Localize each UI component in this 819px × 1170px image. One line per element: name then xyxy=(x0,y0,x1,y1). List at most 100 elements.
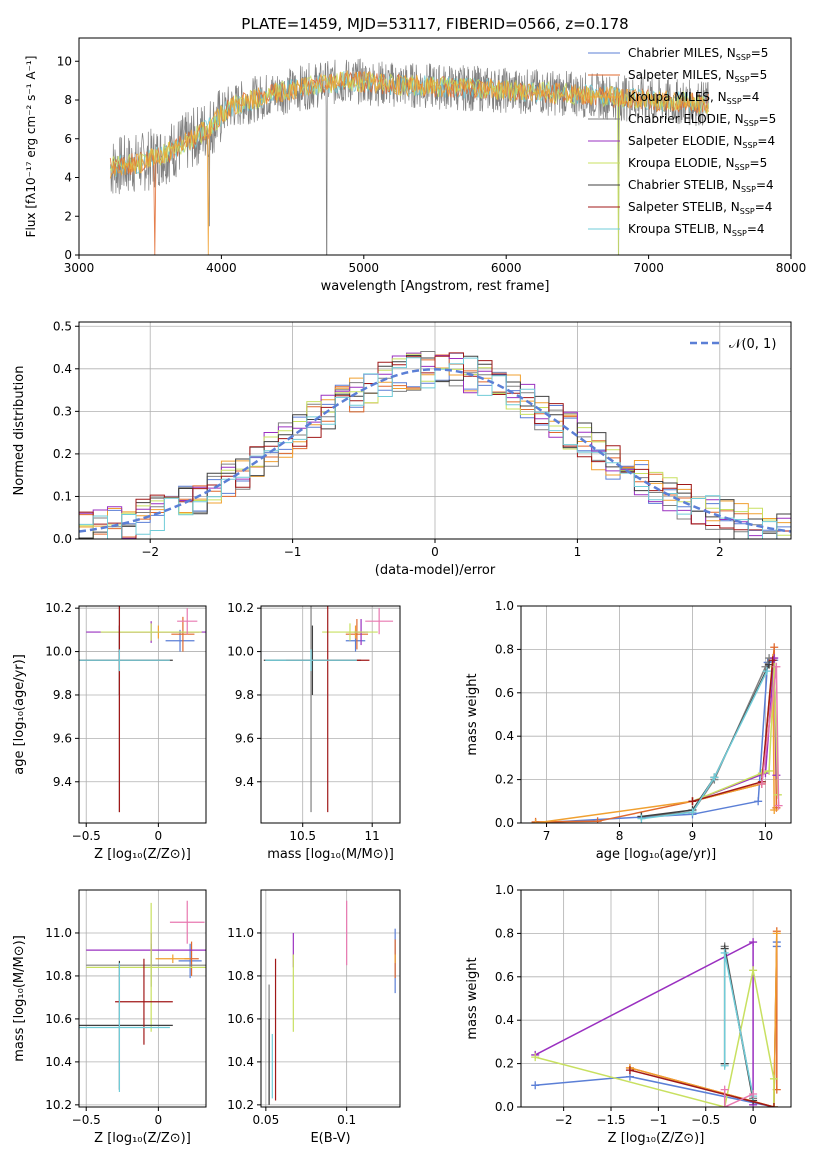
y-tick-label: 0.8 xyxy=(495,926,514,940)
errorbar-point-kroupa-stelib xyxy=(79,963,170,1092)
legend-label-value: =5 xyxy=(750,68,768,82)
series-marker-pink xyxy=(774,801,783,810)
figure-title: PLATE=1459, MJD=53117, FIBERID=0566, z=0… xyxy=(241,15,628,33)
y-tick-label: 0.1 xyxy=(53,489,72,503)
series-line-kroupa-stelib xyxy=(723,952,754,1097)
chart-age-vs-mass: 10.5 11 9.4 9.6 9.8 10.0 10.2 mass [log₁₀(M/M⊙)… xyxy=(227,601,401,862)
y-tick-label: 10.0 xyxy=(45,645,72,659)
y-tick-label: 4 xyxy=(64,171,72,185)
y-tick-label: 11.0 xyxy=(45,926,72,940)
plot-area xyxy=(263,606,394,813)
y-tick-label: 0.0 xyxy=(495,1100,514,1114)
series-marker-kroupa-stelib xyxy=(720,948,729,957)
legend-label-chabrier-elodie: Chabrier ELODIE, NSSP=5 xyxy=(628,112,776,128)
legend-label-value: =5 xyxy=(750,156,768,170)
series-marker-kroupa-miles xyxy=(531,819,540,823)
errorbar-point-kroupa-stelib xyxy=(79,649,170,672)
errorbar-point-kroupa-miles xyxy=(155,954,191,964)
legend-label-value: =4 xyxy=(747,222,765,236)
axes-frame xyxy=(520,605,792,824)
legend-label-text: Kroupa MILES, N xyxy=(628,90,727,104)
x-tick-label: 10.5 xyxy=(289,829,316,843)
x-axis-label: E(B-V) xyxy=(310,1131,350,1146)
chart-spectrum: 3000 4000 5000 6000 7000 8000 0 2 4 6 8 10 wavelengt… xyxy=(24,37,807,294)
errorbar-point-chabrier-miles xyxy=(165,629,195,652)
x-axis-label: (data-model)/error xyxy=(375,563,496,578)
series-marker-salpeter-stelib xyxy=(625,1066,634,1075)
series-line-kroupa-stelib xyxy=(641,670,768,820)
plot-area xyxy=(79,606,206,813)
x-axis-label: Z [log₁₀(Z/Z⊙)] xyxy=(608,1131,705,1146)
y-tick-label: 10.2 xyxy=(45,1098,72,1112)
y-tick-label: 0.6 xyxy=(495,686,514,700)
series-marker-pink xyxy=(749,1089,758,1098)
y-axis-label: Normed distribution xyxy=(12,366,27,496)
series-marker-kroupa-stelib xyxy=(688,808,697,817)
y-tick-label: 10.4 xyxy=(227,1055,254,1069)
errorbar-point-kroupa-elodie xyxy=(322,623,378,641)
legend-label-subscript: SSP xyxy=(742,141,757,150)
y-tick-label: 0.3 xyxy=(53,404,72,418)
legend-label-value: =4 xyxy=(755,200,773,214)
y-tick-label: 9.6 xyxy=(53,731,72,745)
x-tick-label: 0 xyxy=(431,545,439,559)
legend-label-salpeter-miles: Salpeter MILES, NSSP=5 xyxy=(628,68,767,84)
plot-area xyxy=(531,643,783,823)
chart-panels: 3000 4000 5000 6000 7000 80000246810wavelengt… xyxy=(12,37,807,1146)
legend-label-kroupa-elodie: Kroupa ELODIE, NSSP=5 xyxy=(628,156,767,172)
series-marker-salpeter-stelib xyxy=(769,1103,778,1107)
series-marker-chabrier-miles xyxy=(754,797,763,806)
series-marker-salpeter-stelib xyxy=(688,797,697,806)
y-tick-label: 10.4 xyxy=(45,1055,72,1069)
series-marker-pink xyxy=(720,1103,729,1107)
legend-label-salpeter-stelib: Salpeter STELIB, NSSP=4 xyxy=(628,200,772,216)
y-axis-label: age [log₁₀(age/yr)] xyxy=(12,654,27,775)
y-tick-label: 0.2 xyxy=(495,773,514,787)
y-tick-label: 0.2 xyxy=(495,1057,514,1071)
errorbar-point-pink xyxy=(365,608,394,635)
legend-label-subscript: SSP xyxy=(744,119,759,128)
errorbar-point-salpeter-stelib xyxy=(115,958,173,1045)
legend-label-text: Kroupa ELODIE, N xyxy=(628,156,735,170)
x-tick-label: 8000 xyxy=(776,261,807,275)
x-tick-label: 0 xyxy=(155,1113,163,1127)
axes-frame xyxy=(260,605,401,824)
series-marker-salpeter-elodie xyxy=(772,771,781,780)
y-tick-label: 0.0 xyxy=(495,816,514,830)
series-marker-pink xyxy=(720,1085,729,1094)
x-tick-label: −1.5 xyxy=(596,1113,625,1127)
chart-massweight-vs-Z: −2 −1.5 −1 −0.5 0 0.0 0.2 0.4 0.6 0.8 1.0 Z [log₁₀(… xyxy=(465,883,792,1146)
y-tick-label: 10.8 xyxy=(227,969,254,983)
series-marker-kroupa-elodie xyxy=(765,766,774,775)
x-tick-label: −1 xyxy=(284,545,302,559)
legend-label-text: Salpeter STELIB, N xyxy=(628,200,740,214)
x-tick-label: 9 xyxy=(689,829,697,843)
series-marker-kroupa-miles xyxy=(770,805,779,814)
x-tick-label: 0.1 xyxy=(337,1113,356,1127)
series-marker-pink xyxy=(757,779,766,788)
y-tick-label: 10.0 xyxy=(227,645,254,659)
y-tick-label: 8 xyxy=(64,93,72,107)
x-tick-label: 11 xyxy=(365,829,380,843)
series-line-kroupa-miles xyxy=(629,933,778,1107)
legend-label-value: =4 xyxy=(742,90,760,104)
plot-area xyxy=(79,351,791,539)
y-tick-label: 6 xyxy=(64,132,72,146)
series-line-chabrier-miles xyxy=(535,942,778,1107)
x-tick-label: 7 xyxy=(543,829,551,843)
y-tick-label: 0.4 xyxy=(495,1013,514,1027)
legend-label-subscript: SSP xyxy=(736,53,751,62)
x-tick-label: 2 xyxy=(716,545,724,559)
legend-label-text: Salpeter ELODIE, N xyxy=(628,134,742,148)
errorbar-point-salpeter-miles xyxy=(171,616,195,652)
x-tick-label: −0.5 xyxy=(72,829,101,843)
series-marker-kroupa-miles xyxy=(772,929,781,938)
chart-residuals: 𝒩(0, 1) −2 −1 0 1 2 0.0 0.1 0.2 0.3 0.4 0.5 (data-mo… xyxy=(12,319,792,578)
y-axis-label: mass [log₁₀(M/M⊙)] xyxy=(12,935,27,1062)
x-tick-label: −0.5 xyxy=(72,1113,101,1127)
errorbar-point-kroupa-stelib xyxy=(265,649,357,672)
y-tick-label: 10.2 xyxy=(45,601,72,615)
series-line-pink xyxy=(723,1089,754,1107)
y-tick-label: 0.0 xyxy=(53,532,72,546)
chart-mass-vs-EBV: 0.05 0.1 10.2 10.4 10.6 10.8 11.0 E(B-V) xyxy=(227,889,401,1146)
